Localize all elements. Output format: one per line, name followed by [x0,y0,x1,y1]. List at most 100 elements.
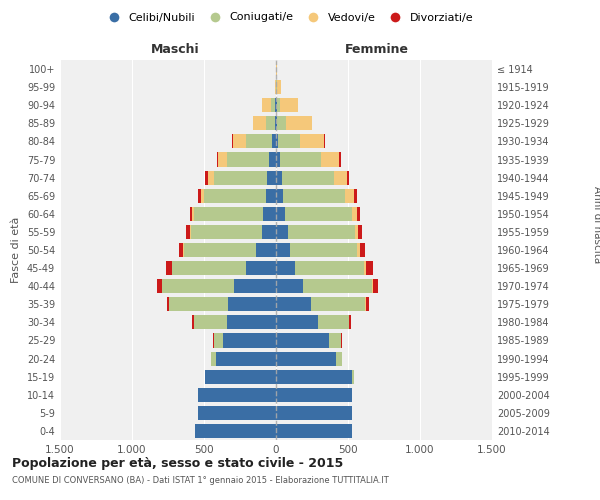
Bar [276,243,290,257]
Bar [324,134,325,148]
Bar [266,116,275,130]
Bar [161,279,162,293]
Bar [280,152,320,166]
Bar [211,352,215,366]
Bar [340,152,341,166]
Bar [366,261,373,275]
Bar [354,188,356,203]
Bar [227,316,276,330]
Bar [186,225,190,239]
Bar [232,134,233,148]
Bar [352,370,354,384]
Bar [272,134,276,148]
Bar [311,297,365,312]
Bar [286,116,312,130]
Bar [193,316,194,330]
Bar [184,243,256,257]
Bar [193,207,194,221]
Bar [373,279,377,293]
Bar [198,188,201,203]
Bar [262,98,271,112]
Bar [318,316,349,330]
Bar [204,188,266,203]
Bar [337,352,342,366]
Bar [234,279,276,293]
Bar [183,243,184,257]
Bar [278,134,300,148]
Bar [205,170,208,184]
Bar [276,316,318,330]
Bar [276,370,352,384]
Bar [280,98,298,112]
Bar [312,116,313,130]
Bar [215,352,276,366]
Bar [277,98,280,112]
Bar [198,406,276,420]
Text: Femmine: Femmine [345,44,409,57]
Bar [276,334,329,347]
Bar [201,188,204,203]
Bar [356,207,360,221]
Bar [276,297,311,312]
Bar [205,370,276,384]
Bar [366,297,369,312]
Bar [229,297,276,312]
Bar [271,98,275,112]
Bar [227,152,269,166]
Bar [276,352,337,366]
Bar [349,316,351,330]
Bar [276,261,295,275]
Bar [276,152,280,166]
Bar [276,188,283,203]
Bar [276,279,304,293]
Bar [290,243,356,257]
Bar [214,170,268,184]
Bar [190,225,191,239]
Bar [275,116,276,130]
Bar [198,388,276,402]
Bar [162,279,234,293]
Bar [276,98,277,112]
Y-axis label: Fasce di età: Fasce di età [11,217,21,283]
Bar [304,279,373,293]
Bar [246,261,276,275]
Bar [169,297,229,312]
Bar [194,207,263,221]
Bar [282,170,334,184]
Bar [266,188,276,203]
Bar [263,207,276,221]
Bar [194,316,227,330]
Bar [246,134,272,148]
Text: Maschi: Maschi [151,44,200,57]
Bar [295,261,364,275]
Bar [276,62,277,76]
Bar [190,207,193,221]
Bar [276,388,352,402]
Bar [365,297,366,312]
Bar [166,261,172,275]
Bar [284,207,352,221]
Bar [157,279,161,293]
Text: Anni di nascita: Anni di nascita [592,186,600,264]
Bar [276,134,278,148]
Text: Popolazione per età, sesso e stato civile - 2015: Popolazione per età, sesso e stato civil… [12,458,343,470]
Bar [268,170,276,184]
Bar [179,243,183,257]
Bar [347,170,349,184]
Bar [214,334,223,347]
Bar [233,134,246,148]
Bar [276,406,352,420]
Bar [276,207,284,221]
Bar [277,80,281,94]
Bar [355,225,358,239]
Bar [283,188,345,203]
Bar [256,243,276,257]
Bar [356,243,359,257]
Bar [329,334,341,347]
Bar [276,116,277,130]
Bar [217,152,218,166]
Text: COMUNE DI CONVERSANO (BA) - Dati ISTAT 1° gennaio 2015 - Elaborazione TUTTITALIA: COMUNE DI CONVERSANO (BA) - Dati ISTAT 1… [12,476,389,485]
Bar [364,261,366,275]
Legend: Celibi/Nubili, Coniugati/e, Vedovi/e, Divorziati/e: Celibi/Nubili, Coniugati/e, Vedovi/e, Di… [98,8,478,27]
Bar [276,225,287,239]
